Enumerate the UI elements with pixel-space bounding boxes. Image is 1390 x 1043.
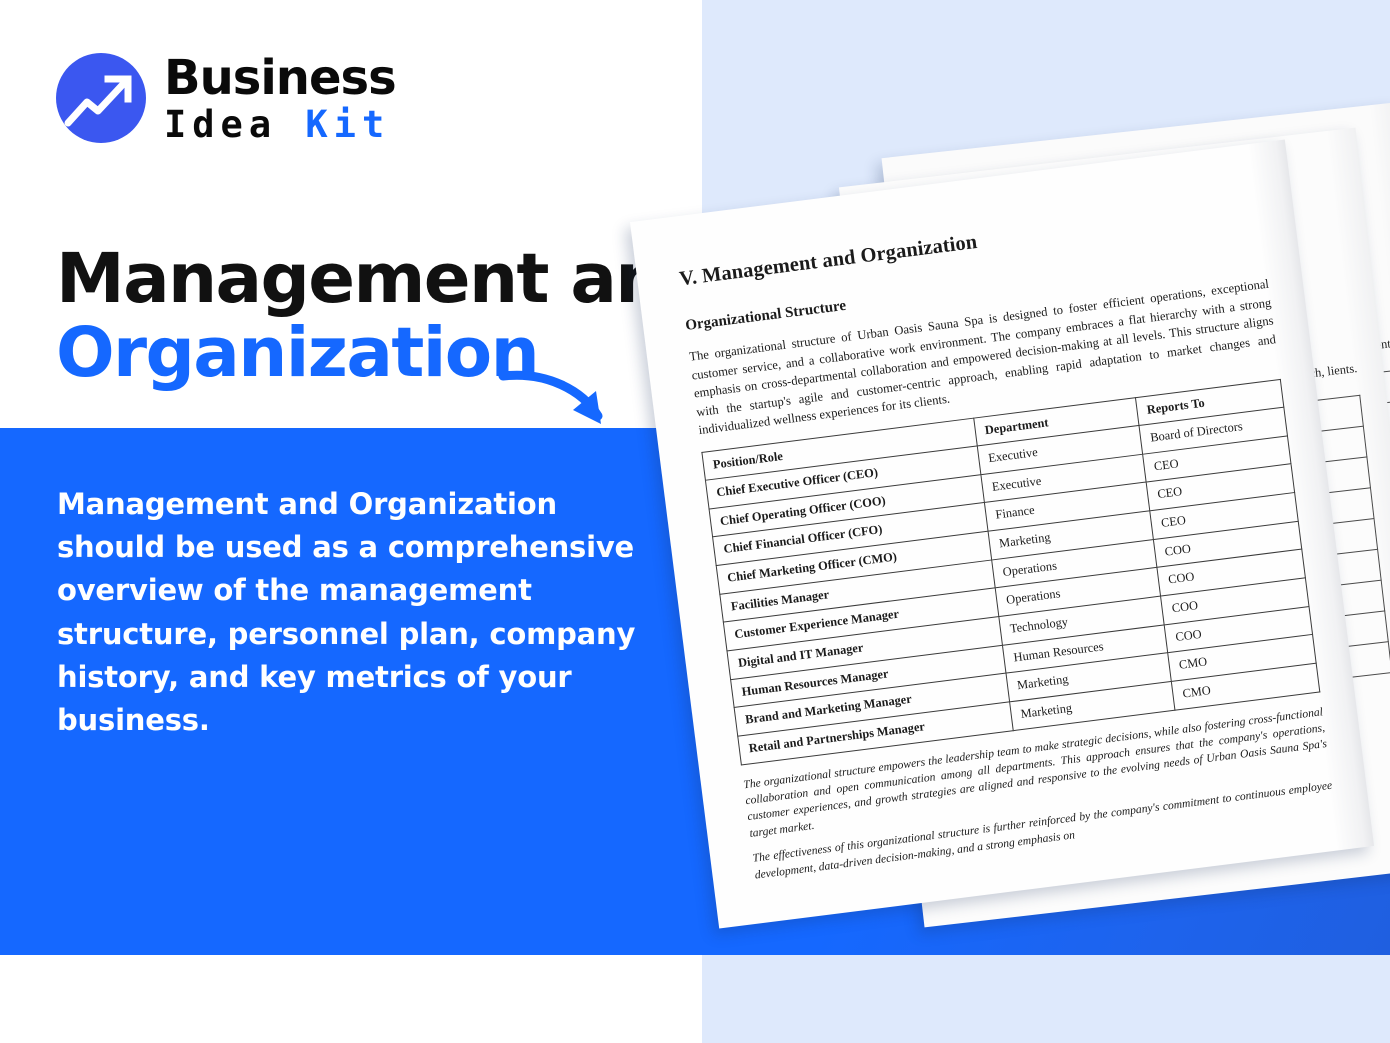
- page-title-line1: Management and: [56, 239, 712, 319]
- page-title: Management and Organization: [56, 239, 712, 393]
- growth-arrow-icon: [56, 52, 146, 143]
- brand-name-line1: Business: [164, 50, 397, 106]
- brand-name-kit: Kit: [305, 103, 391, 146]
- document-page-front-content: V. Management and Organization Organizat…: [630, 139, 1374, 928]
- description-text: Management and Organization should be us…: [57, 487, 636, 738]
- brand-name-line2: Idea Kit: [164, 106, 396, 143]
- brand-wordmark: Business Idea Kit: [164, 50, 397, 143]
- brand-name-idea: Idea: [164, 103, 306, 146]
- document-page-front[interactable]: V. Management and Organization Organizat…: [629, 139, 1375, 929]
- document-title: V. Management and Organization: [678, 230, 979, 291]
- organizational-structure-table: Position/Role Department Reports To Chie…: [701, 378, 1320, 765]
- curved-down-right-arrow-icon: [498, 370, 603, 424]
- brand-logo[interactable]: Business Idea Kit: [56, 50, 397, 143]
- page-title-line2: Organization: [56, 312, 540, 393]
